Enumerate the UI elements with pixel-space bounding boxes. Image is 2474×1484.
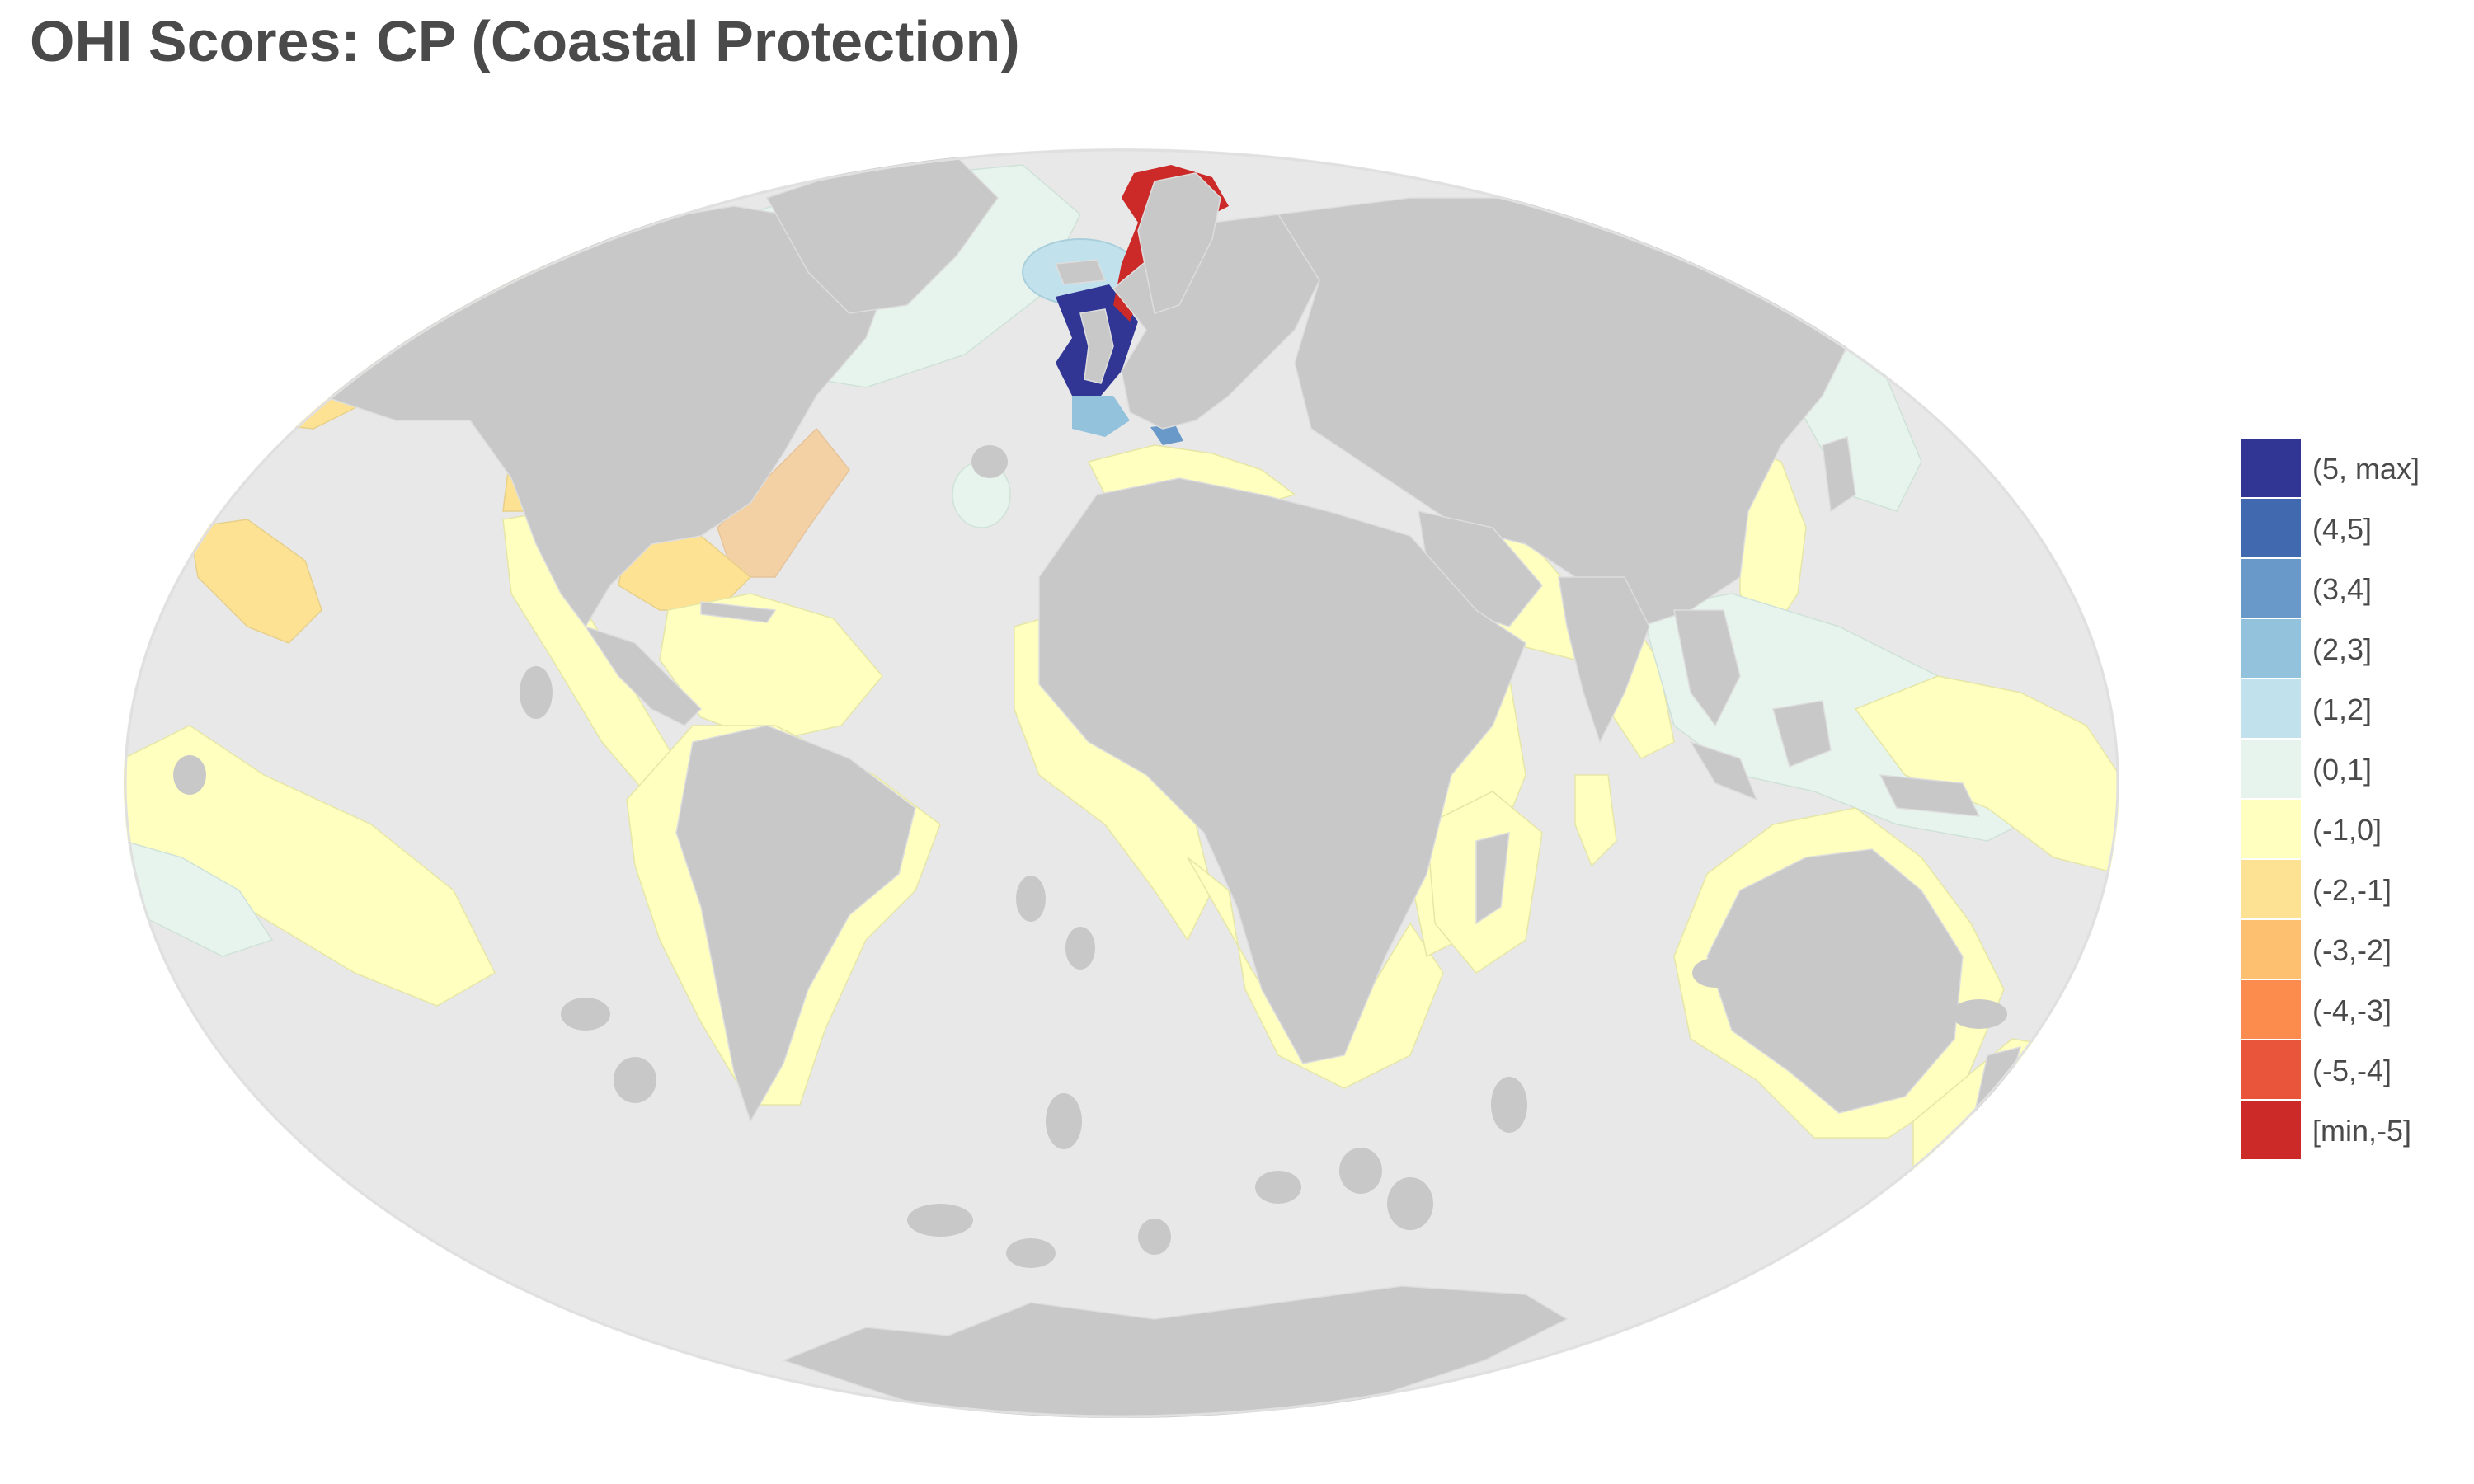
island-6	[1138, 1219, 1171, 1255]
legend-label: (1,2]	[2312, 692, 2373, 726]
legend-label: (0,1]	[2312, 752, 2373, 787]
legend-item: (4,5]	[2241, 499, 2456, 559]
legend-label: (-3,-2]	[2312, 932, 2392, 967]
island-3	[1016, 876, 1046, 922]
land-borneo	[1772, 700, 1832, 768]
legend-swatch	[2241, 679, 2301, 740]
land-south-america	[675, 725, 916, 1123]
land-sumatra	[1689, 740, 1758, 801]
globe-outline	[124, 148, 2119, 1418]
eez-france	[1072, 396, 1130, 437]
land-central-america	[584, 625, 703, 726]
eez-caribbean	[659, 593, 883, 743]
land-africa	[1038, 477, 1526, 1064]
legend-swatch	[2241, 1040, 2301, 1101]
legend-swatch	[2241, 619, 2301, 679]
land-australia	[1706, 848, 1964, 1114]
island-5	[1046, 1093, 1082, 1149]
land-iceland	[1054, 259, 1107, 285]
legend-item: (5, max]	[2241, 439, 2456, 499]
legend-swatch	[2241, 439, 2301, 499]
legend-swatch	[2241, 860, 2301, 920]
legend-label: (3,4]	[2312, 571, 2373, 606]
land-japan	[1822, 436, 1856, 513]
legend-item: (0,1]	[2241, 740, 2456, 800]
page-title: OHI Scores: CP (Coastal Protection)	[30, 9, 1020, 73]
legend-swatch	[2241, 920, 2301, 980]
legend-swatch	[2241, 800, 2301, 860]
island-10	[1491, 1077, 1527, 1133]
eez-indian-ocean-islands	[1574, 774, 1617, 867]
land-scandinavia	[1137, 172, 1221, 314]
legend-label: (-1,0]	[2312, 812, 2382, 847]
island-4	[1065, 927, 1095, 970]
land-india	[1558, 576, 1650, 744]
legend-label: (5, max]	[2312, 451, 2420, 486]
legend-item: (-1,0]	[2241, 800, 2456, 860]
island-2	[971, 445, 1008, 478]
legend-item: (-2,-1]	[2241, 860, 2456, 920]
world-map-svg	[124, 148, 2119, 1418]
legend-item: (-3,-2]	[2241, 920, 2456, 980]
legend: (5, max] (4,5] (3,4] (2,3] (1,2] (0,1] (-1,0] (…	[2241, 439, 2456, 1161]
legend-label: (-4,-3]	[2312, 993, 2392, 1027]
island-14	[1938, 1204, 2037, 1237]
island-8	[1339, 1148, 1382, 1194]
land-new-guinea	[1879, 774, 1981, 817]
legend-swatch	[2241, 559, 2301, 619]
legend-swatch	[2241, 740, 2301, 800]
island-11	[561, 998, 610, 1031]
world-map	[124, 148, 2119, 1418]
legend-item: (-5,-4]	[2241, 1040, 2456, 1101]
island-13	[1692, 958, 1738, 988]
legend-label: (4,5]	[2312, 511, 2373, 546]
legend-item: (1,2]	[2241, 679, 2456, 740]
land	[320, 156, 2022, 1418]
island-16	[173, 755, 206, 795]
legend-item: (2,3]	[2241, 619, 2456, 679]
legend-item: (3,4]	[2241, 559, 2456, 619]
island-12	[614, 1057, 656, 1103]
legend-label: (-5,-4]	[2312, 1053, 2392, 1087]
legend-label: (-2,-1]	[2312, 872, 2392, 907]
island-9	[1387, 1177, 1433, 1230]
legend-swatch	[2241, 980, 2301, 1040]
legend-item: (-4,-3]	[2241, 980, 2456, 1040]
eez-russia-far-east	[1912, 312, 2014, 388]
legend-label: [min,-5]	[2312, 1113, 2412, 1148]
land-uk	[1079, 308, 1114, 384]
land-se-asia	[1673, 609, 1741, 727]
island-17	[907, 1204, 973, 1237]
legend-swatch	[2241, 1101, 2301, 1161]
eez-hawaii	[189, 519, 322, 644]
eez-italy	[1150, 425, 1183, 445]
island-18	[1006, 1238, 1056, 1268]
legend-swatch	[2241, 499, 2301, 559]
island-15	[1951, 999, 2007, 1029]
legend-item: [min,-5]	[2241, 1101, 2456, 1161]
legend-label: (2,3]	[2312, 632, 2373, 666]
land-madagascar	[1475, 832, 1510, 925]
island-1	[520, 666, 553, 719]
land-antarctica	[781, 1285, 1569, 1418]
island-7	[1255, 1171, 1301, 1204]
land-cuba	[700, 601, 777, 623]
